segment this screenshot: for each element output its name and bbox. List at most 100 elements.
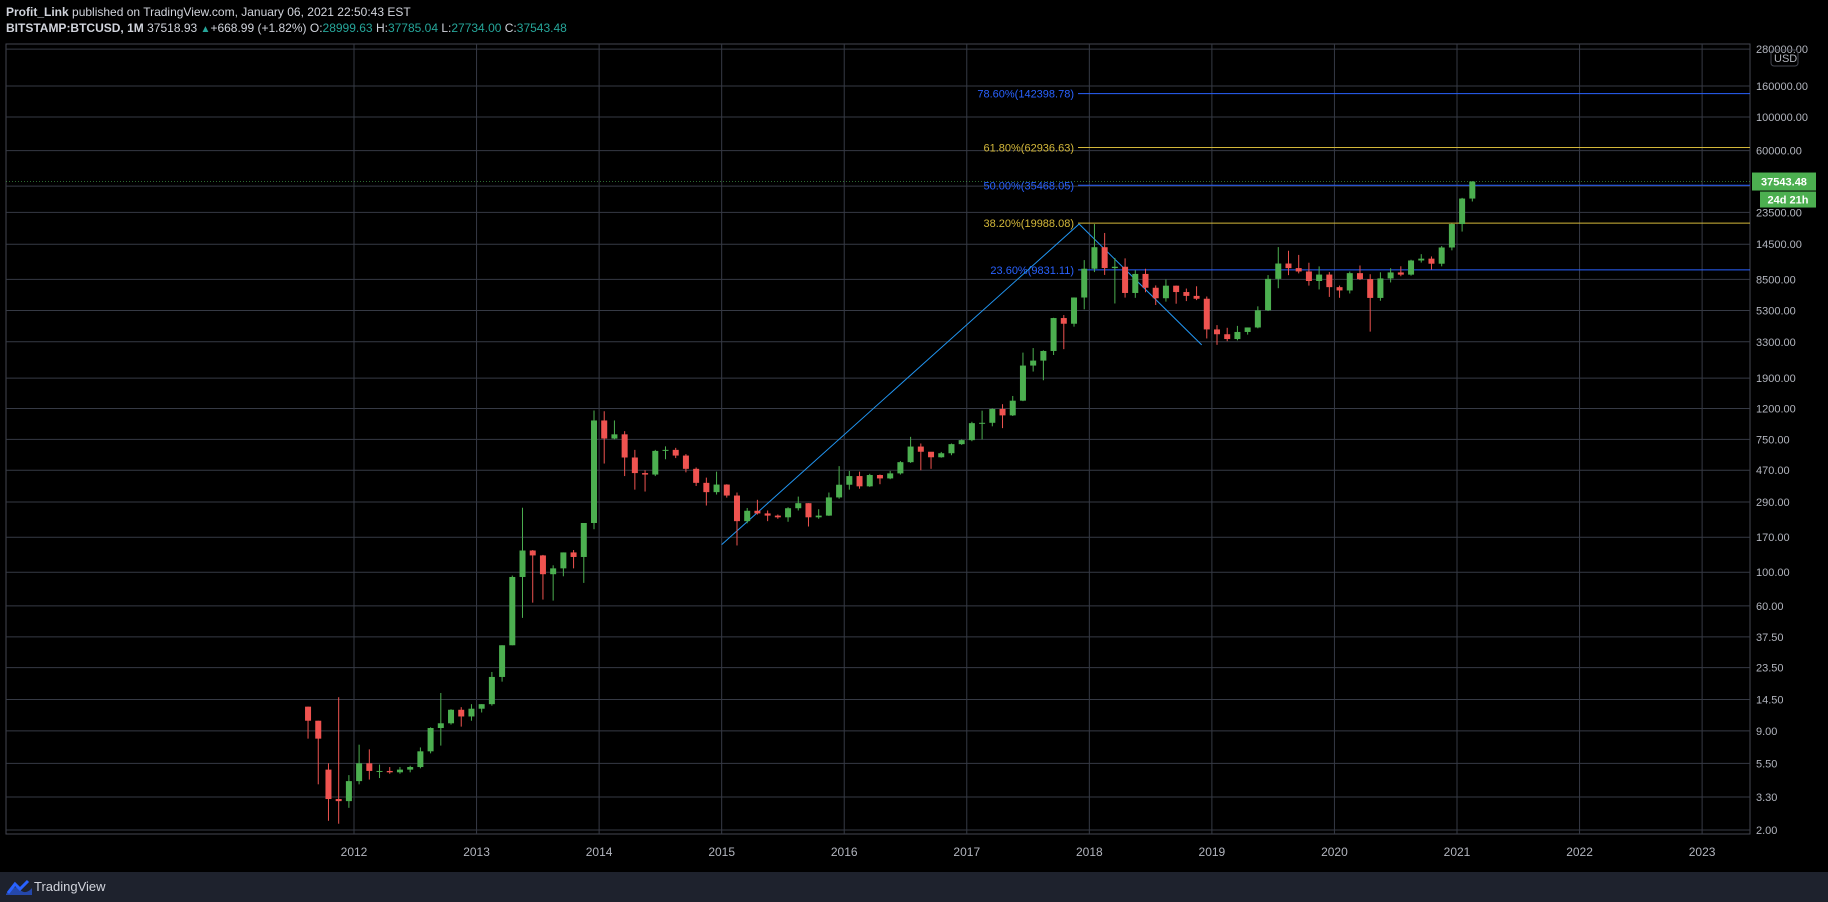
candle (825, 492, 832, 516)
candle-body (866, 475, 873, 487)
candle-body (1142, 273, 1149, 288)
candle (928, 451, 935, 469)
candle (1387, 268, 1394, 283)
candle (968, 421, 975, 442)
candle (1030, 348, 1037, 372)
candle (448, 709, 455, 725)
candle-body (1469, 181, 1476, 199)
candle (1397, 266, 1404, 277)
candle-body (907, 446, 914, 463)
y-axis[interactable]: 280000.00160000.00100000.0060000.0035000… (1756, 44, 1808, 837)
candle (1377, 272, 1384, 301)
y-tick-label: 60.00 (1756, 601, 1784, 613)
footer-brand[interactable]: TradingView (34, 879, 106, 894)
candle-body (1173, 285, 1180, 293)
candle-body (1367, 279, 1374, 298)
fib-level-label: 50.00%(35468.05) (983, 180, 1074, 192)
candle-body (785, 508, 792, 518)
candle (417, 747, 424, 769)
candle (305, 706, 312, 739)
tradingview-logo-icon[interactable] (6, 879, 32, 895)
x-tick-label: 2018 (1076, 845, 1103, 859)
candle-body (1448, 224, 1455, 248)
candle (1050, 317, 1057, 355)
candle-body (948, 444, 955, 454)
candle (1071, 297, 1078, 327)
candle-body (366, 763, 373, 771)
candle-body (621, 434, 628, 458)
candle-body (1295, 268, 1302, 272)
candle-body (693, 468, 700, 483)
candle (805, 503, 812, 527)
last-price-tag (1752, 172, 1816, 191)
y-tick-label: 170.00 (1756, 532, 1790, 544)
candle (315, 720, 322, 785)
candle (1244, 327, 1251, 335)
fib-level-label: 38.20%(19988.08) (983, 218, 1074, 230)
trend-lines[interactable] (721, 223, 1203, 545)
candle (1316, 266, 1323, 290)
candle-body (682, 455, 689, 469)
candle (376, 764, 383, 779)
x-tick-label: 2023 (1689, 845, 1716, 859)
candle-body (999, 408, 1006, 416)
candle-body (1408, 260, 1415, 275)
currency-badge-label: USD (1774, 53, 1797, 65)
candle-body (305, 706, 312, 721)
candle (1142, 268, 1149, 293)
author-name[interactable]: Profit_Link (6, 5, 69, 19)
candle-body (1040, 350, 1047, 361)
countdown-tag (1760, 191, 1816, 208)
trend-line (1078, 223, 1203, 346)
x-tick-label: 2019 (1199, 845, 1226, 859)
symbol-label[interactable]: BITSTAMP:BTCUSD, 1M (6, 21, 144, 35)
candle-body (917, 446, 924, 452)
candle-body (1101, 247, 1108, 269)
candle (723, 484, 730, 498)
candle (1285, 250, 1292, 276)
candle (1234, 325, 1241, 341)
candle (488, 671, 495, 706)
last-price-tag-label: 37543.48 (1761, 177, 1807, 189)
candle-body (396, 769, 403, 773)
candle (1295, 254, 1302, 274)
y-tick-label: 470.00 (1756, 465, 1790, 477)
fib-retracement[interactable]: 78.60%(142398.78) 61.80%(62936.63) 50.00%(… (977, 89, 1750, 277)
candle-body (488, 676, 495, 705)
candle-body (1050, 318, 1057, 351)
candle (662, 446, 669, 460)
x-tick-label: 2016 (831, 845, 858, 859)
candle (1356, 265, 1363, 281)
candle-body (570, 552, 577, 557)
y-tick-label: 2.00 (1756, 825, 1777, 837)
candle (1346, 271, 1353, 294)
candle (1203, 296, 1210, 339)
candle (580, 522, 587, 583)
candle-body (805, 503, 812, 518)
candle (509, 575, 516, 646)
footer-bar: TradingView (0, 872, 1828, 902)
candle-body (672, 449, 679, 456)
candle (458, 707, 465, 727)
candle (897, 461, 904, 475)
x-tick-label: 2022 (1566, 845, 1593, 859)
candle (1367, 274, 1374, 332)
open-label: O: (309, 21, 323, 35)
y-tick-label: 23.50 (1756, 663, 1784, 675)
candle (407, 765, 414, 773)
candle (785, 507, 792, 522)
candle (366, 749, 373, 780)
x-axis[interactable]: 2012 2013 2014 2015 2016 2017 2018 2019 2020 2021… (341, 845, 1716, 859)
candle-body (958, 440, 965, 445)
candle (938, 451, 945, 458)
candle-body (1418, 258, 1425, 261)
y-tick-label: 60000.00 (1756, 146, 1802, 158)
candle-body (601, 420, 608, 439)
y-tick-label: 750.00 (1756, 434, 1790, 446)
x-tick-label: 2015 (708, 845, 735, 859)
y-tick-label: 23500.00 (1756, 207, 1802, 219)
candle-body (1285, 263, 1292, 269)
candle (345, 775, 352, 808)
candle (1224, 327, 1231, 342)
